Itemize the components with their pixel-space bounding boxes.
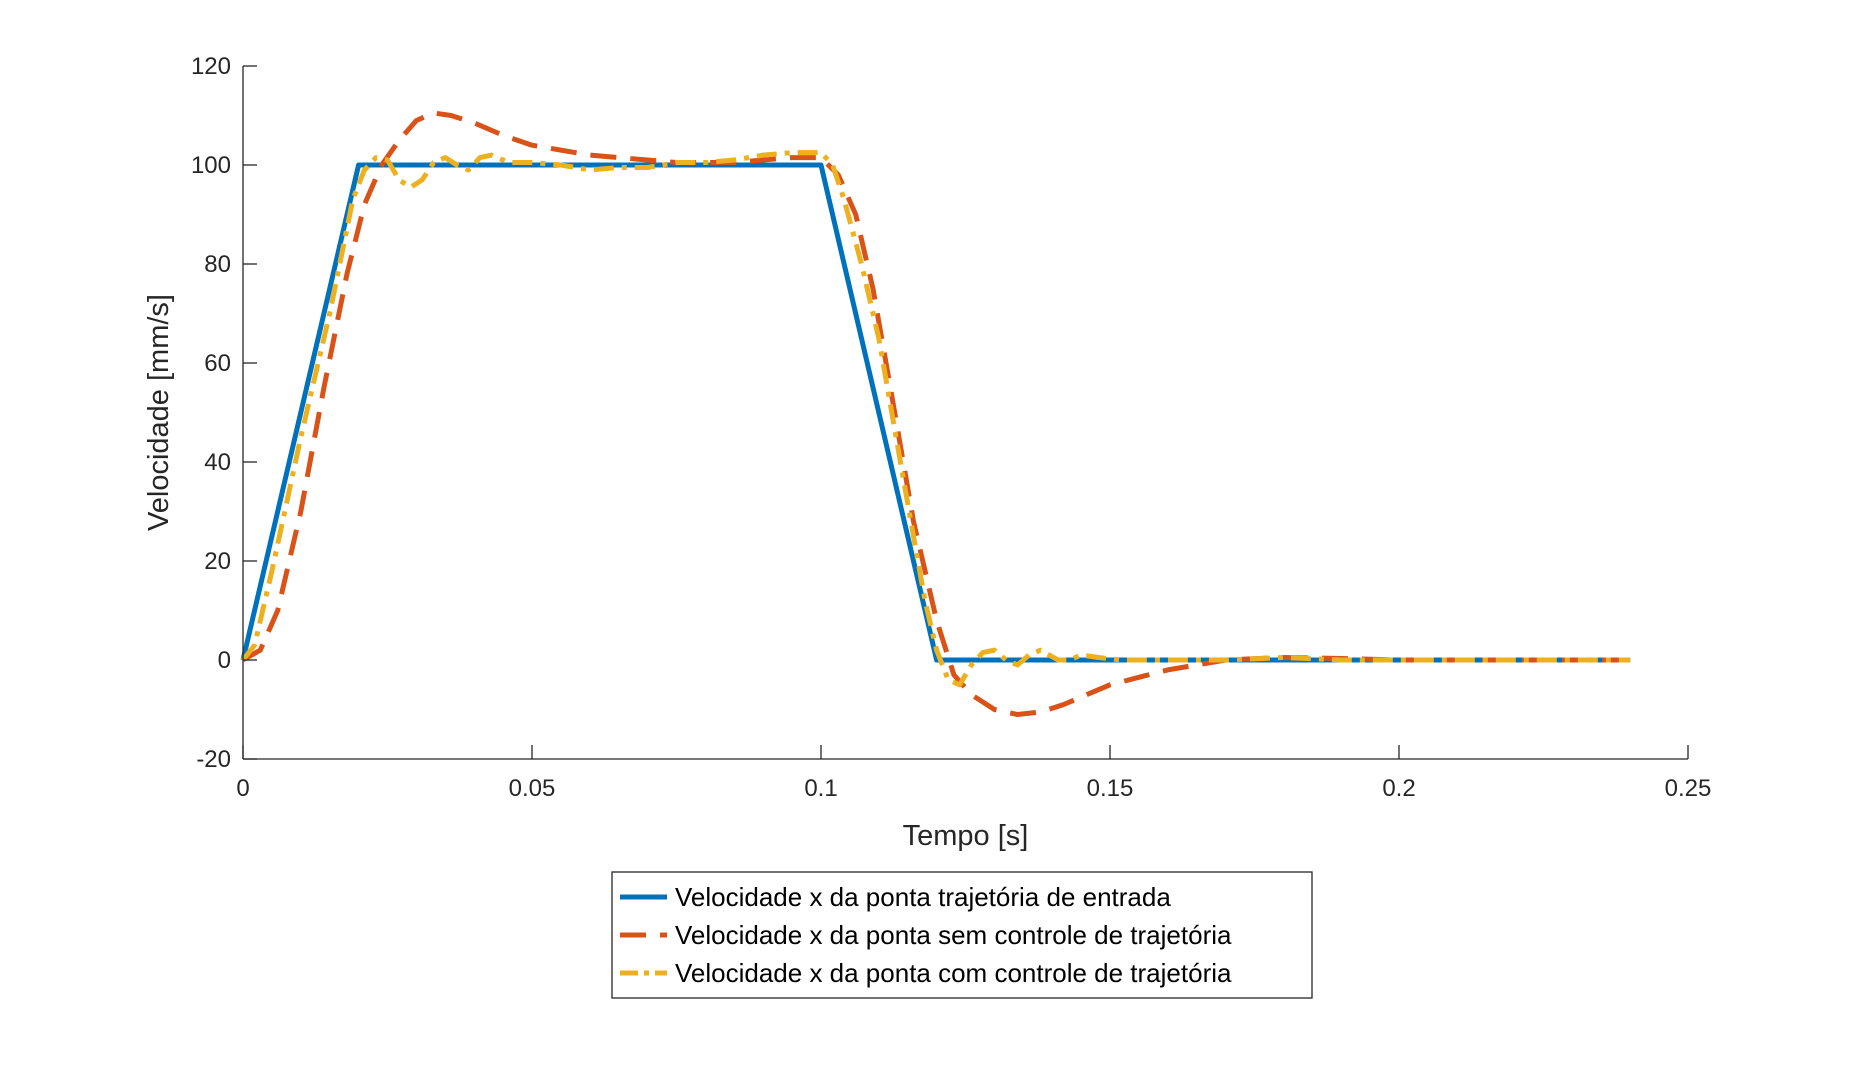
- y-tick-label: 80: [204, 251, 231, 278]
- y-tick-label: -20: [196, 746, 231, 773]
- x-tick-label: 0.25: [1665, 775, 1712, 802]
- series-line-1: [240, 162, 1631, 663]
- x-tick-label: 0.05: [509, 775, 556, 802]
- legend-entry-2: Velocidade x da ponta sem controle de tr…: [675, 920, 1232, 950]
- legend-entry-3: Velocidade x da ponta com controle de tr…: [675, 958, 1232, 988]
- axes-layer: 0 0.05 0.1 0.15 0.2 0.25-20020406080100120Tem…: [143, 53, 1711, 852]
- y-tick-label: 60: [204, 350, 231, 377]
- y-tick-label: 40: [204, 449, 231, 476]
- legend-entry-1: Velocidade x da ponta trajetória de entr…: [675, 882, 1171, 912]
- series-line-3: [241, 150, 1631, 688]
- x-axis-label: Tempo [s]: [903, 820, 1029, 852]
- x-tick-label: 0.1: [804, 775, 837, 802]
- y-tick-label: 20: [204, 548, 231, 575]
- y-axis-label: Velocidade [mm/s]: [143, 294, 175, 531]
- y-tick-label: 0: [218, 647, 231, 674]
- series-line-2: [241, 110, 1631, 717]
- y-tick-label: 100: [191, 152, 231, 179]
- y-tick-label: 120: [191, 53, 231, 80]
- x-tick-label: 0.2: [1382, 775, 1415, 802]
- legend: Velocidade x da ponta trajetória de entr…: [611, 871, 1313, 999]
- series-layer: [240, 110, 1631, 717]
- x-tick-label: 0: [236, 775, 249, 802]
- legend-box: [611, 871, 1313, 999]
- x-tick-label: 0.15: [1087, 775, 1134, 802]
